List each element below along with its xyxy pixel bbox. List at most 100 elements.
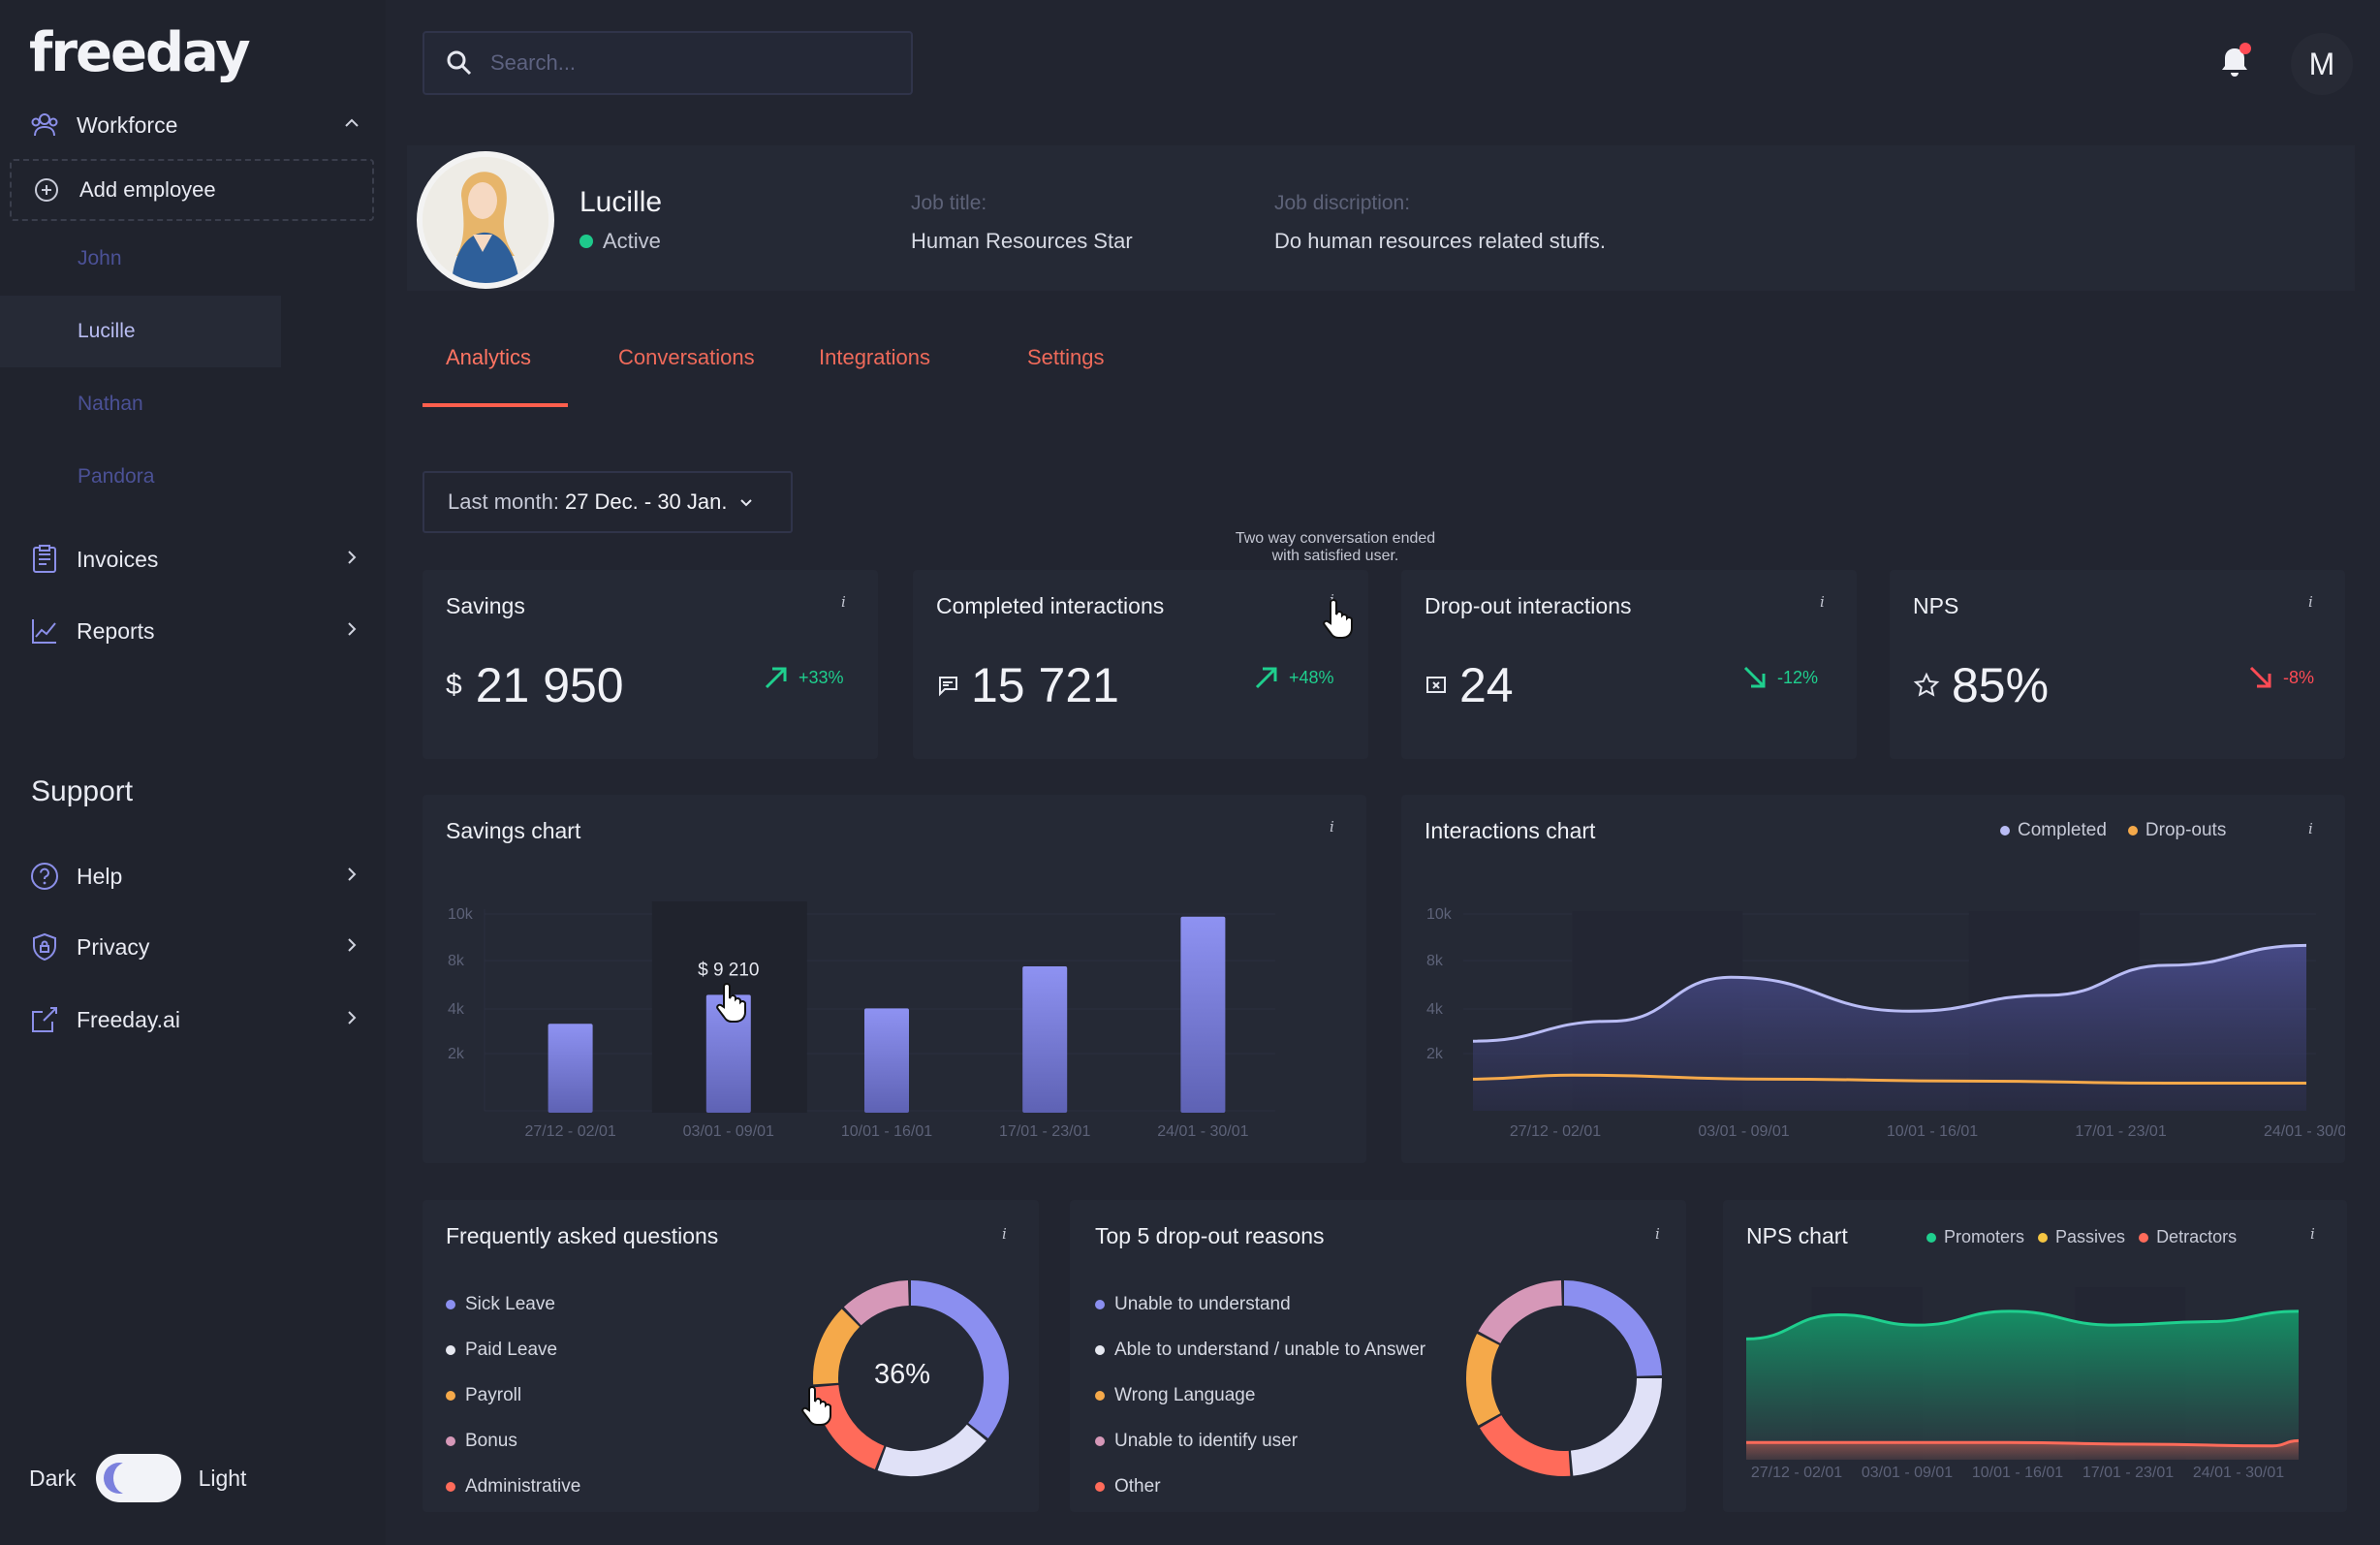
tab-analytics[interactable]: Analytics — [446, 345, 532, 369]
legend-dot — [2000, 826, 2010, 836]
trend-down-icon — [1740, 663, 1769, 692]
plus-circle-icon — [33, 176, 60, 204]
chevron-right-icon[interactable] — [341, 864, 362, 891]
legend-dot — [2139, 1232, 2149, 1243]
sidebar-item-reports[interactable]: Reports — [14, 601, 372, 661]
tab-conversations[interactable]: Conversations — [618, 345, 755, 369]
add-employee-label: Add employee — [79, 177, 216, 202]
chevron-right-icon[interactable] — [341, 934, 362, 962]
add-employee-button[interactable]: Add employee — [10, 159, 374, 221]
x-tick-label: 03/01 - 09/01 — [683, 1123, 774, 1140]
legend-dot — [446, 1299, 455, 1309]
chevron-right-icon[interactable] — [341, 1007, 362, 1034]
help-icon — [29, 861, 60, 892]
search-input[interactable]: Search... — [423, 31, 913, 95]
trend-down-icon — [2246, 663, 2275, 692]
y-tick-label: 2k — [448, 1046, 465, 1062]
donut-slice — [1563, 1280, 1662, 1377]
notification-bell-icon[interactable] — [2215, 43, 2254, 86]
list-item[interactable]: Payroll — [446, 1372, 580, 1418]
list-item[interactable]: Able to understand / unable to Answer — [1095, 1327, 1425, 1372]
date-range-dropdown[interactable]: Last month: 27 Dec. - 30 Jan. — [423, 471, 793, 533]
list-item[interactable]: Sick Leave — [446, 1281, 580, 1327]
freeday-logo[interactable]: freeday — [29, 21, 251, 84]
sidebar-item-invoices[interactable]: Invoices — [14, 529, 372, 589]
employee-item-nathan[interactable]: Nathan — [78, 393, 143, 415]
kpi-number: 15 721 — [971, 658, 1119, 712]
chart-title: Interactions chart — [1425, 818, 1596, 843]
trend-up-icon — [1252, 663, 1281, 692]
donut-slice — [843, 1280, 910, 1326]
user-avatar[interactable]: M — [2291, 33, 2353, 95]
list-item-label: Bonus — [465, 1430, 517, 1451]
bar — [548, 1024, 593, 1113]
list-item[interactable]: Bonus — [446, 1418, 580, 1464]
sidebar-item-label: Invoices — [77, 546, 159, 572]
status-dot — [579, 235, 593, 248]
info-icon[interactable]: i — [1002, 1225, 1007, 1243]
list-item[interactable]: Unable to identify user — [1095, 1418, 1425, 1464]
list-item[interactable]: Paid Leave — [446, 1327, 580, 1372]
chevron-right-icon[interactable] — [341, 547, 362, 574]
tab-integrations[interactable]: Integrations — [819, 345, 930, 369]
kpi-title: Drop-out interactions — [1425, 593, 1632, 618]
sidebar-item-help[interactable]: Help — [14, 846, 372, 906]
bar — [1180, 916, 1226, 1113]
sidebar-item-label: Reports — [77, 617, 155, 644]
info-icon[interactable]: i — [2308, 820, 2313, 837]
x-tick-label: 17/01 - 23/01 — [2082, 1465, 2174, 1481]
legend-dot — [1095, 1481, 1105, 1492]
area-completed — [1473, 945, 2306, 1111]
employee-avatar — [417, 151, 554, 289]
x-tick-label: 03/01 - 09/01 — [1862, 1465, 1953, 1481]
info-icon[interactable]: i — [841, 593, 846, 611]
hand-cursor-icon — [715, 981, 748, 1028]
kpi-value: $ 21 950 — [446, 657, 624, 713]
sidebar-item-privacy[interactable]: Privacy — [14, 917, 372, 977]
legend-dot — [446, 1481, 455, 1492]
tooltip-line: Two way conversation ended — [1235, 530, 1436, 547]
list-item[interactable]: Other — [1095, 1464, 1425, 1509]
chevron-right-icon[interactable] — [341, 618, 362, 646]
chevron-up-icon[interactable] — [341, 112, 362, 140]
bar — [864, 1008, 909, 1113]
kpi-change-value: +48% — [1289, 667, 1334, 687]
kpi-change-value: -12% — [1777, 667, 1819, 687]
chart-legend: Promoters Passives Detractors — [1926, 1227, 2237, 1247]
info-icon[interactable]: i — [2308, 593, 2313, 611]
star-icon — [1913, 672, 1940, 699]
list-item[interactable]: Administrative — [446, 1464, 580, 1509]
chart-title: Savings chart — [446, 818, 581, 843]
tooltip: Two way conversation ended with satisfie… — [1219, 530, 1452, 565]
kpi-value: 15 721 — [936, 657, 1119, 713]
sidebar-item-workforce[interactable]: Workforce — [14, 95, 372, 155]
info-icon[interactable]: i — [2310, 1225, 2315, 1243]
hand-cursor-icon — [800, 1384, 833, 1432]
list-item[interactable]: Unable to understand — [1095, 1281, 1425, 1327]
tab-settings[interactable]: Settings — [1027, 345, 1105, 369]
area-promoters — [1746, 1310, 2299, 1460]
y-tick-label: 10k — [1426, 906, 1453, 923]
donut-slice — [1466, 1334, 1501, 1426]
info-icon[interactable]: i — [1330, 818, 1334, 836]
date-range-value: 27 Dec. - 30 Jan. — [564, 489, 728, 514]
external-link-icon — [29, 1004, 60, 1035]
list-item[interactable]: Wrong Language — [1095, 1372, 1425, 1418]
kpi-change: -8% — [2246, 663, 2314, 692]
faq-donut-chart — [813, 1280, 1009, 1476]
legend-dot — [1095, 1390, 1105, 1401]
y-tick-label: 8k — [1426, 953, 1444, 969]
theme-toggle[interactable] — [95, 1454, 181, 1502]
line-promoters — [1745, 1309, 2300, 1340]
info-icon[interactable]: i — [1820, 593, 1825, 611]
employee-item-pandora[interactable]: Pandora — [78, 465, 155, 488]
employee-item-lucille[interactable]: Lucille — [0, 296, 281, 367]
bar — [705, 994, 751, 1113]
info-icon[interactable]: i — [1655, 1225, 1660, 1243]
hand-cursor-icon — [1322, 597, 1355, 645]
employee-item-john[interactable]: John — [78, 247, 122, 269]
nps-chart-card: NPS chart Promoters Passives Detractors … — [1723, 1200, 2347, 1512]
legend-dot — [1095, 1344, 1105, 1355]
sidebar-item-label: Privacy — [77, 933, 150, 960]
sidebar-item-freeday-ai[interactable]: Freeday.ai — [14, 990, 372, 1050]
